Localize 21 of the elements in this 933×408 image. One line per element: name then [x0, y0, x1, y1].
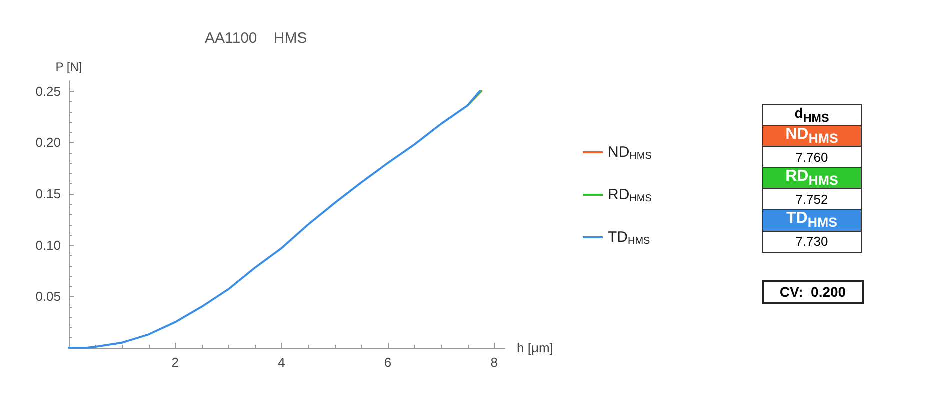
y-tick-label: 0.05	[36, 289, 61, 304]
text: RD$_{HMS}$	[762, 168, 862, 189]
x-tick-label: 8	[490, 355, 498, 370]
text: ND$_{HMS}$	[762, 126, 862, 147]
x-tick-label: 6	[384, 355, 392, 370]
x-tick-label: 2	[172, 355, 179, 370]
y-axis-title: P [N]	[56, 60, 82, 74]
text: CV: 0.200	[762, 280, 864, 304]
text: 7.760	[762, 146, 862, 168]
text: TD$_{HMS}$	[762, 210, 862, 232]
y-tick-label: 0.15	[36, 186, 61, 202]
text: d$_{HMS}$	[762, 104, 862, 126]
y-tick-label: 0.10	[36, 238, 61, 253]
x-tick-label: 4	[278, 355, 286, 370]
chart-title: AA1100 HMS	[205, 30, 308, 47]
text: 7.752	[762, 188, 862, 210]
text: 7.730	[762, 231, 862, 252]
x-axis-title: h [μm]	[517, 340, 554, 356]
y-tick-label: 0.20	[36, 135, 61, 150]
y-tick-label: 0.25	[36, 84, 61, 99]
line-series	[68, 90, 482, 349]
